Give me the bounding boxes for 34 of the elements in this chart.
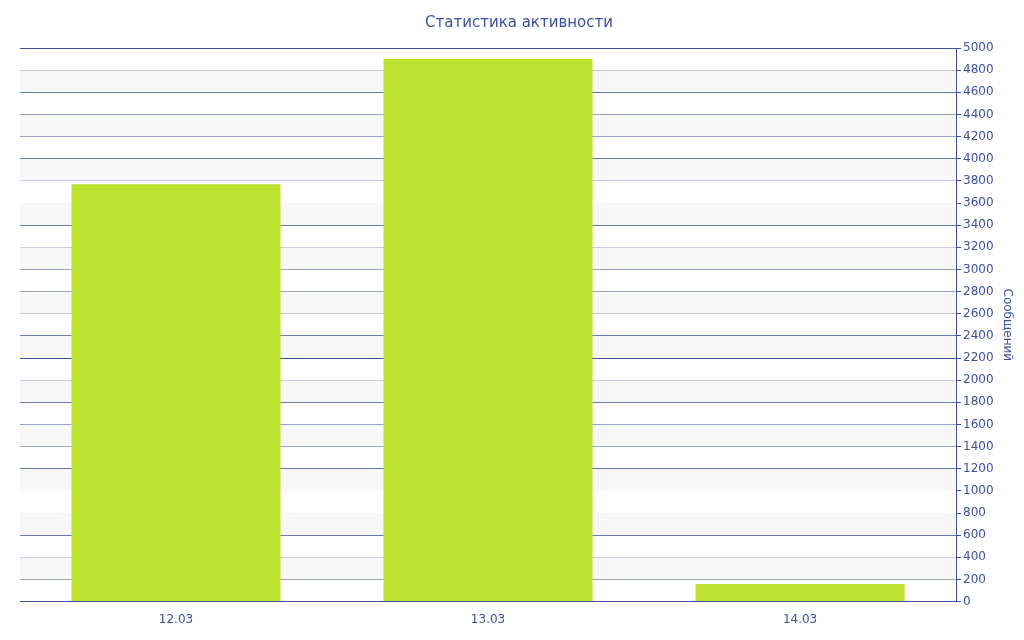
y2-tick-label: 4000	[963, 150, 994, 165]
y2-tick-label: 600	[963, 527, 986, 542]
y2-tick-label: 4600	[963, 84, 994, 99]
bar	[71, 184, 281, 602]
y2-tick-label: 3600	[963, 195, 994, 210]
bar	[383, 59, 593, 602]
y2-tick-label: 4400	[963, 106, 994, 121]
y2-tick-label: 2000	[963, 372, 994, 387]
y2-tick-label: 0	[963, 593, 971, 608]
x-tick-label: 12.03	[158, 611, 194, 626]
y2-tick-label: 2600	[963, 305, 994, 320]
y2-tick-label: 3800	[963, 172, 994, 187]
y2-tick-label: 1000	[963, 483, 994, 498]
y2-tick-label: 1400	[963, 438, 994, 453]
x-tick-label: 14.03	[782, 611, 818, 626]
y2-tick-label: 5000	[963, 40, 994, 55]
bar	[695, 583, 905, 602]
x-tick-label: 13.03	[470, 611, 506, 626]
y2-tick-label: 800	[963, 505, 986, 520]
y2-tick-label: 2400	[963, 328, 994, 342]
y2-tick-label: 3000	[963, 261, 994, 276]
y2-tick-label: 1200	[963, 460, 994, 475]
y2-tick-label: 3400	[963, 217, 994, 232]
y2-tick-label: 4800	[963, 62, 994, 77]
y2-tick-label: 3200	[963, 239, 994, 254]
y2-tick-label: 400	[963, 549, 986, 564]
y2-axis-title: Сообщений	[1000, 288, 1015, 362]
chart-title: Статистика активности	[425, 12, 613, 31]
y2-tick-label: 2200	[963, 350, 994, 365]
y2-tick-label: 1800	[963, 394, 994, 409]
y2-tick-label: 1600	[963, 416, 994, 431]
y2-tick-label: 2800	[963, 283, 994, 298]
y2-tick-label: 4200	[963, 128, 994, 143]
y2-tick-label: 200	[963, 571, 986, 586]
